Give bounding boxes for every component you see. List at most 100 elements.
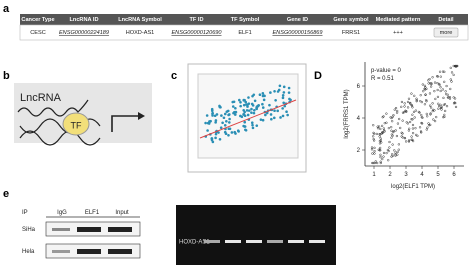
- dot: [398, 117, 401, 121]
- dot: [411, 113, 414, 116]
- dot: [285, 110, 288, 114]
- dot: [385, 112, 388, 115]
- table-cell[interactable]: ENSG00000120690: [171, 30, 222, 36]
- table-cell: +++: [393, 30, 403, 36]
- dot: [282, 85, 286, 89]
- dot: [439, 89, 442, 93]
- dot: [268, 103, 271, 107]
- dot: [378, 149, 381, 152]
- dot: [419, 99, 422, 103]
- dot: [379, 127, 382, 131]
- dot: [381, 116, 384, 119]
- dot: [246, 105, 249, 108]
- table-cell[interactable]: ENSG00000224189: [59, 30, 109, 36]
- dot: [406, 122, 410, 125]
- table-header-cell: Mediated pattern: [376, 17, 421, 23]
- dot: [233, 110, 236, 114]
- dot: [227, 127, 231, 131]
- dot: [391, 143, 394, 146]
- gel-band: [246, 240, 262, 243]
- dot: [246, 113, 250, 117]
- dot: [223, 123, 227, 127]
- annotation: R = 0.51: [371, 76, 395, 82]
- dot: [449, 66, 452, 70]
- dot: [221, 121, 224, 125]
- dot: [372, 135, 375, 138]
- dot: [387, 126, 391, 130]
- dot: [250, 102, 254, 106]
- dot: [242, 103, 246, 107]
- dot: [438, 83, 441, 87]
- band: [77, 249, 101, 254]
- dot: [441, 88, 444, 91]
- y-tick-label: 4: [357, 116, 361, 122]
- dot: [210, 137, 214, 140]
- dot: [435, 115, 438, 119]
- dot: [382, 155, 385, 158]
- dot: [255, 124, 259, 127]
- dot: [390, 129, 393, 132]
- dot: [390, 133, 394, 136]
- dot: [411, 127, 415, 130]
- dot: [420, 113, 423, 117]
- dot: [219, 126, 223, 129]
- x-tick-label: 2: [388, 172, 392, 178]
- dot: [401, 132, 404, 135]
- dot: [213, 114, 217, 118]
- dot: [238, 98, 241, 102]
- dot: [228, 121, 231, 124]
- dot: [210, 109, 214, 113]
- dot: [410, 135, 413, 138]
- gel-band: [267, 240, 283, 243]
- dot: [385, 151, 388, 155]
- dot: [281, 107, 284, 110]
- dot: [245, 109, 249, 112]
- table-header-bg: [20, 14, 468, 25]
- dot: [388, 140, 391, 144]
- dot: [437, 107, 440, 110]
- dot: [208, 120, 211, 123]
- more-button-label[interactable]: more: [440, 30, 453, 36]
- table-header-cell: LncRNA Symbol: [118, 17, 162, 23]
- dot: [379, 133, 382, 136]
- band: [77, 227, 101, 232]
- dot: [393, 108, 396, 111]
- dot: [255, 107, 258, 111]
- dot: [430, 82, 433, 85]
- dot: [382, 151, 386, 155]
- table-header-cell: TF ID: [190, 17, 204, 23]
- dot: [232, 100, 236, 104]
- dot: [442, 103, 445, 107]
- dot: [421, 83, 424, 86]
- dot: [401, 119, 404, 122]
- dot: [379, 161, 382, 165]
- table-cell[interactable]: ENSG00000156869: [272, 30, 322, 36]
- dot: [269, 91, 272, 94]
- dot: [396, 153, 399, 156]
- dot: [375, 132, 379, 136]
- dot: [270, 117, 273, 121]
- dot: [281, 94, 285, 97]
- dot: [415, 97, 418, 100]
- dot: [214, 119, 218, 122]
- dot: [436, 95, 440, 99]
- table-header-cell: LncRNA ID: [69, 17, 98, 23]
- dot: [415, 100, 418, 103]
- dot: [439, 75, 442, 78]
- dot: [218, 104, 221, 108]
- dot: [397, 143, 401, 146]
- dot: [443, 70, 446, 73]
- dot: [394, 151, 397, 154]
- dot: [392, 114, 395, 117]
- dot: [452, 102, 456, 105]
- dot: [452, 73, 455, 77]
- dot: [246, 103, 249, 106]
- table-cell: FRRS1: [342, 30, 360, 36]
- dot: [395, 111, 399, 114]
- y-tick-label: 2: [357, 148, 361, 154]
- dot: [220, 114, 223, 117]
- dot: [388, 146, 391, 149]
- dot: [379, 137, 382, 140]
- dot: [450, 71, 454, 74]
- dot: [429, 85, 433, 88]
